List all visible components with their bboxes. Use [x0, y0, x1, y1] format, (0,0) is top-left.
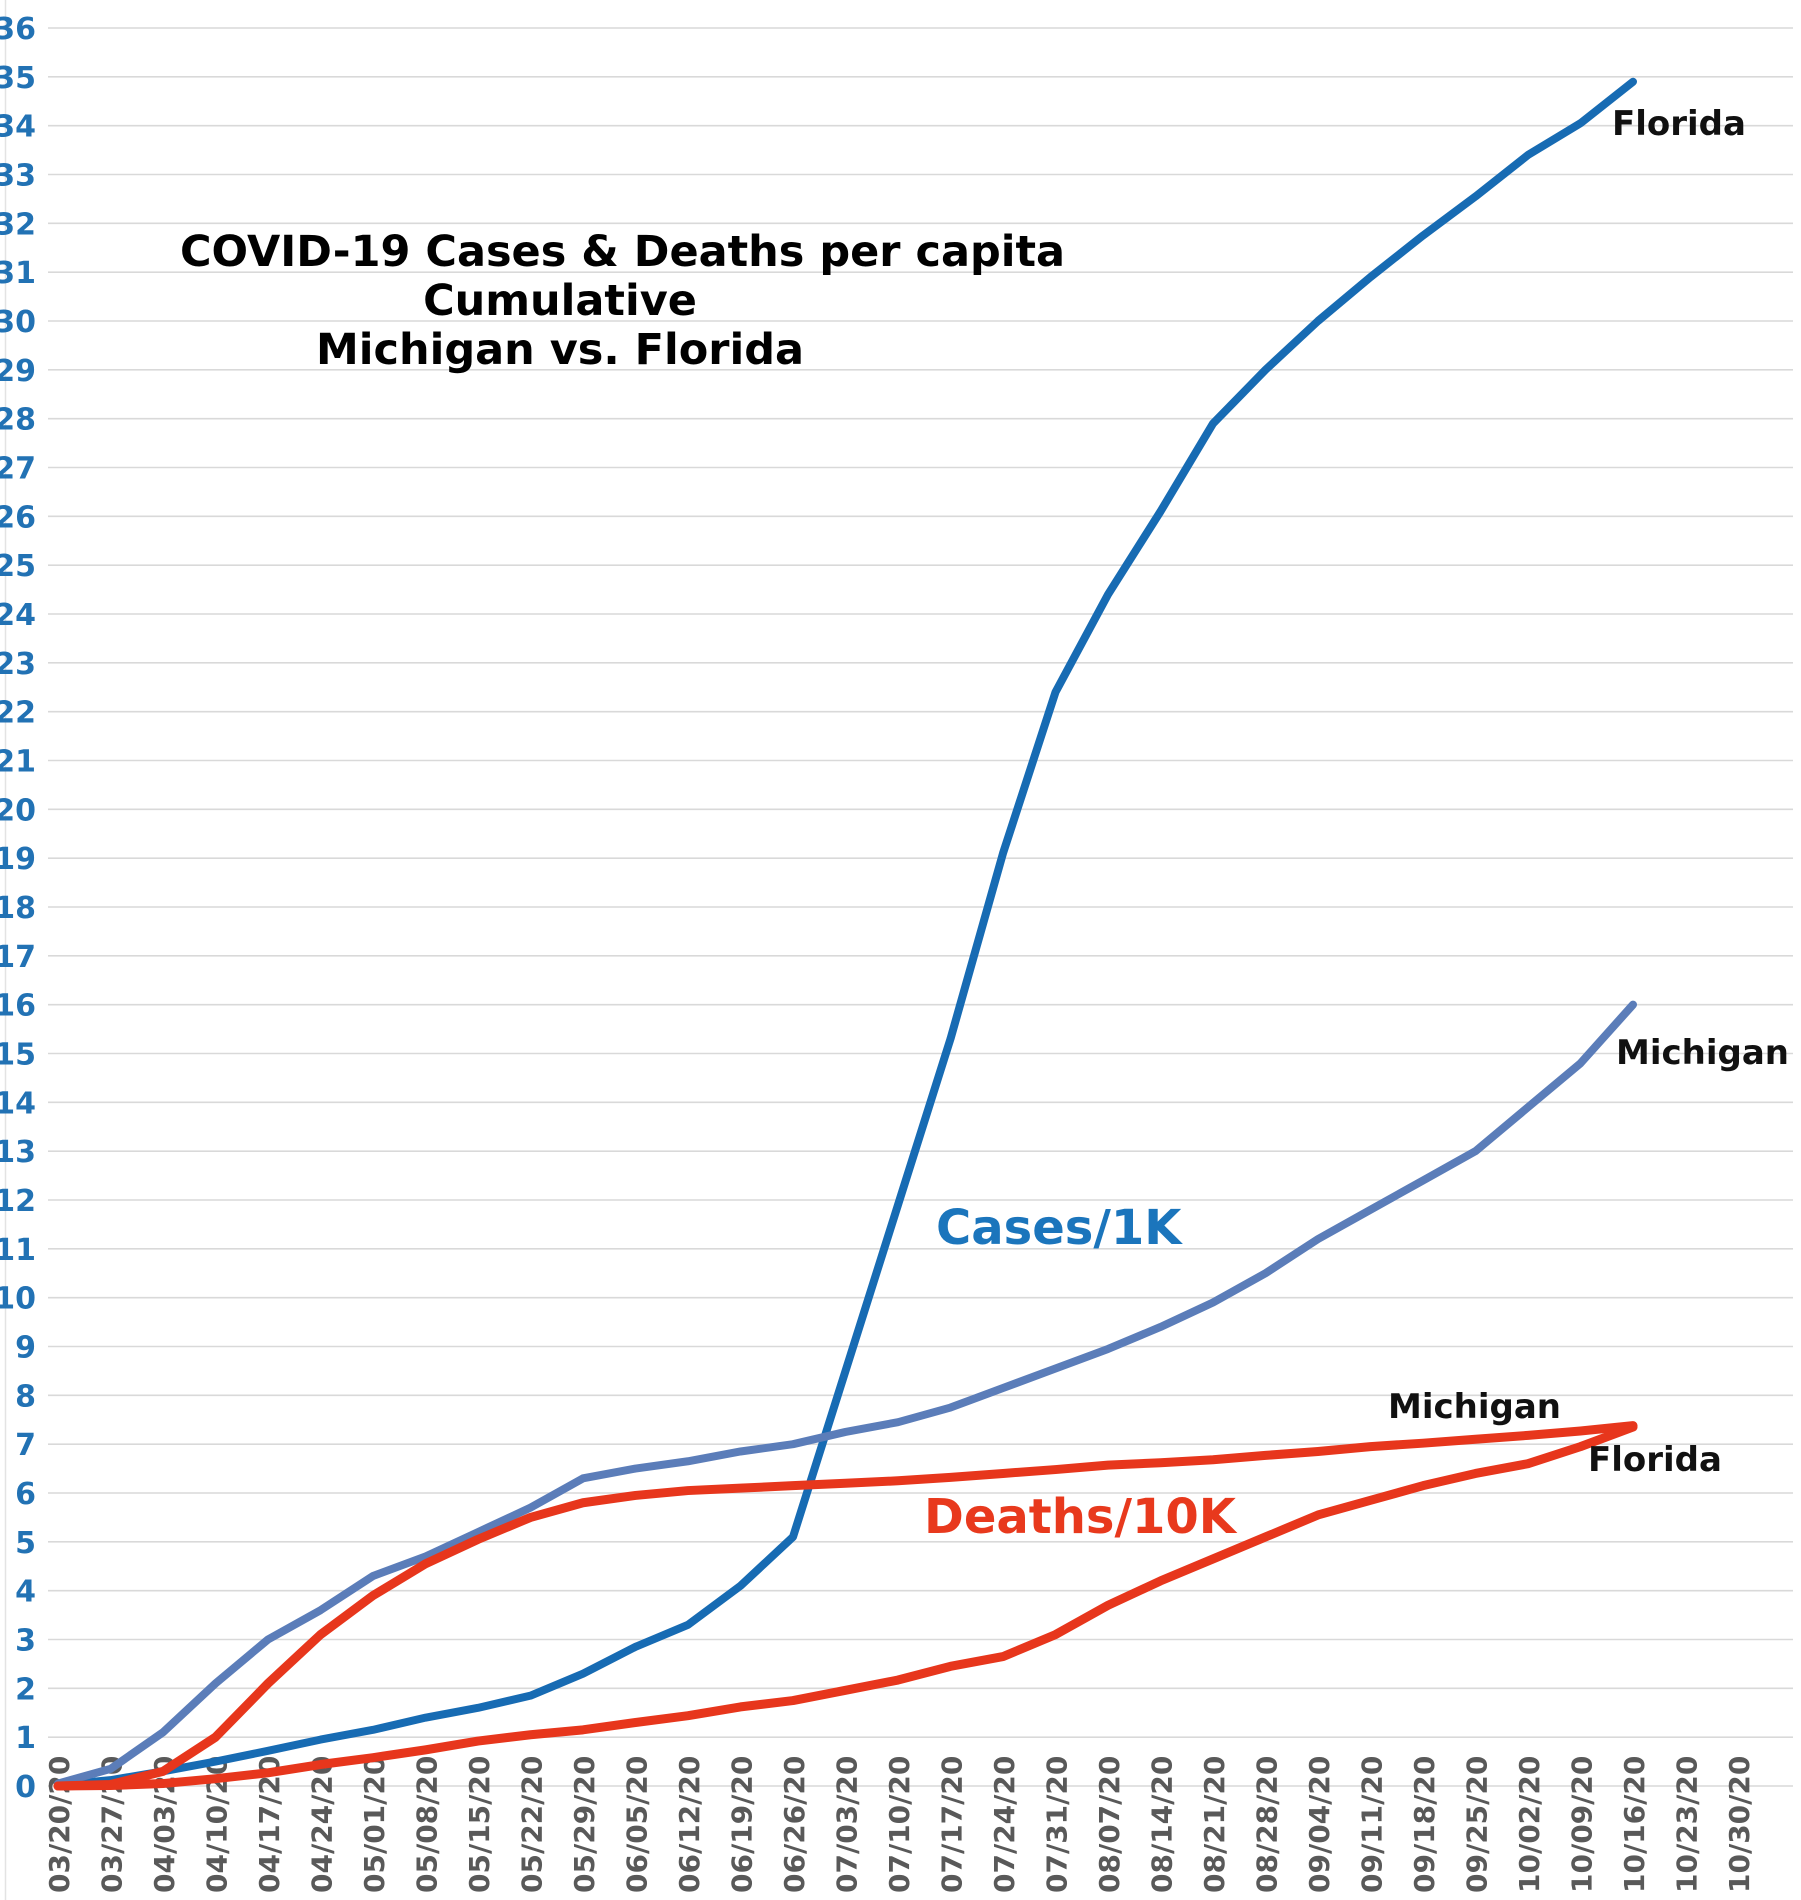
x-axis-tick-label: 09/11/20 — [1356, 1756, 1389, 1893]
x-axis-tick-label: 05/15/20 — [463, 1756, 496, 1893]
y-axis-tick-label: 33 — [0, 159, 36, 194]
x-axis-tick-label: 10/23/20 — [1671, 1756, 1704, 1893]
y-axis-tick-label: 32 — [0, 207, 36, 242]
y-axis-tick-label: 18 — [0, 891, 36, 926]
y-axis-tick-label: 3 — [15, 1624, 36, 1659]
y-axis-tick-label: 22 — [0, 696, 36, 731]
y-axis-tick-label: 5 — [15, 1526, 36, 1561]
deaths-series-legend-label: Deaths/10K — [924, 1489, 1236, 1545]
chart-title: COVID-19 Cases & Deaths per capita Cumul… — [180, 227, 1066, 375]
y-axis-tick-label: 35 — [0, 61, 36, 96]
y-axis-tick-label: 15 — [0, 1038, 36, 1073]
y-axis-tick-label: 26 — [0, 500, 36, 535]
y-axis-tick-label: 29 — [0, 354, 36, 389]
x-axis-tick-label: 10/09/20 — [1566, 1756, 1599, 1893]
florida-deaths-end-label: Florida — [1588, 1440, 1722, 1480]
x-axis-tick-label: 10/16/20 — [1618, 1756, 1651, 1893]
series-line-florida-deaths — [53, 1422, 1638, 1791]
series-line-michigan-cases — [54, 1000, 1637, 1788]
x-axis-tick-label: 05/22/20 — [516, 1756, 549, 1893]
y-axis-tick-label: 30 — [0, 305, 36, 340]
x-axis-tick-label: 10/02/20 — [1513, 1756, 1546, 1893]
x-axis-tick-label: 06/05/20 — [621, 1756, 654, 1893]
y-axis-tick-label: 0 — [15, 1770, 36, 1805]
x-axis-tick-label: 04/17/20 — [253, 1756, 286, 1893]
x-axis-tick-label: 06/19/20 — [726, 1756, 759, 1893]
y-axis-tick-label: 10 — [0, 1282, 36, 1317]
y-axis-tick-label: 7 — [15, 1428, 36, 1463]
y-axis-tick-label: 8 — [15, 1379, 36, 1414]
series-line-florida-cases — [54, 77, 1637, 1790]
x-axis-tick-label: 07/17/20 — [936, 1756, 969, 1893]
chart-title-line-2: Cumulative — [423, 276, 697, 326]
y-axis-tick-label: 36 — [0, 12, 36, 47]
y-axis-tick-label: 2 — [15, 1672, 36, 1707]
x-axis-tick-label: 08/28/20 — [1251, 1756, 1284, 1893]
x-axis-tick-label: 08/07/20 — [1093, 1756, 1126, 1893]
y-axis-tick-label: 23 — [0, 647, 36, 682]
x-axis-tick-label: 05/29/20 — [568, 1756, 601, 1893]
florida-cases-end-label: Florida — [1612, 104, 1746, 144]
y-axis-tick-label: 31 — [0, 256, 36, 291]
y-axis-tick-label: 20 — [0, 793, 36, 828]
chart-title-line-1: COVID-19 Cases & Deaths per capita — [180, 227, 1066, 277]
y-axis-tick-label: 19 — [0, 842, 36, 877]
series-line-michigan-deaths — [53, 1421, 1638, 1791]
michigan-deaths-end-label: Michigan — [1388, 1387, 1561, 1427]
x-axis-tick-label: 08/14/20 — [1146, 1756, 1179, 1893]
y-axis-tick-label: 11 — [0, 1233, 36, 1268]
y-axis-tick-label: 17 — [0, 940, 36, 975]
x-axis-tick-label: 05/01/20 — [358, 1756, 391, 1893]
x-axis-tick-label: 09/18/20 — [1408, 1756, 1441, 1893]
chart-title-line-3: Michigan vs. Florida — [315, 325, 805, 375]
x-axis-tick-label: 07/31/20 — [1041, 1756, 1074, 1893]
y-axis-tick-label: 14 — [0, 1086, 36, 1121]
y-axis-tick-label: 13 — [0, 1135, 36, 1170]
y-axis-tick-label: 27 — [0, 452, 36, 487]
y-axis-tick-label: 28 — [0, 403, 36, 438]
y-axis-tick-label: 25 — [0, 549, 36, 584]
x-axis-tick-label: 09/25/20 — [1461, 1756, 1494, 1893]
x-axis-tick-label: 06/26/20 — [778, 1756, 811, 1893]
x-axis-tick-label: 10/30/20 — [1723, 1756, 1756, 1893]
cases-series-legend-label: Cases/1K — [936, 1200, 1182, 1256]
x-axis-tick-label: 04/24/20 — [306, 1756, 339, 1893]
y-axis-tick-label: 16 — [0, 989, 36, 1024]
x-axis-tick-label: 07/24/20 — [988, 1756, 1021, 1893]
y-axis-tick-label: 9 — [15, 1331, 36, 1366]
y-axis-tick-label: 21 — [0, 745, 36, 780]
y-axis-tick-label: 12 — [0, 1184, 36, 1219]
x-axis-tick-label: 05/08/20 — [411, 1756, 444, 1893]
y-axis-tick-label: 34 — [0, 110, 36, 145]
x-axis-tick-label: 07/03/20 — [831, 1756, 864, 1893]
y-axis-tick-label: 24 — [0, 598, 36, 633]
michigan-cases-end-label: Michigan — [1616, 1033, 1789, 1073]
x-axis-tick-label: 09/04/20 — [1303, 1756, 1336, 1893]
x-axis-tick-label: 07/10/20 — [883, 1756, 916, 1893]
y-axis-tick-label: 1 — [15, 1721, 36, 1756]
y-axis-tick-label: 6 — [15, 1477, 36, 1512]
x-axis-tick-label: 06/12/20 — [673, 1756, 706, 1893]
y-axis-tick-label: 4 — [15, 1575, 36, 1610]
x-axis-tick-label: 08/21/20 — [1198, 1756, 1231, 1893]
